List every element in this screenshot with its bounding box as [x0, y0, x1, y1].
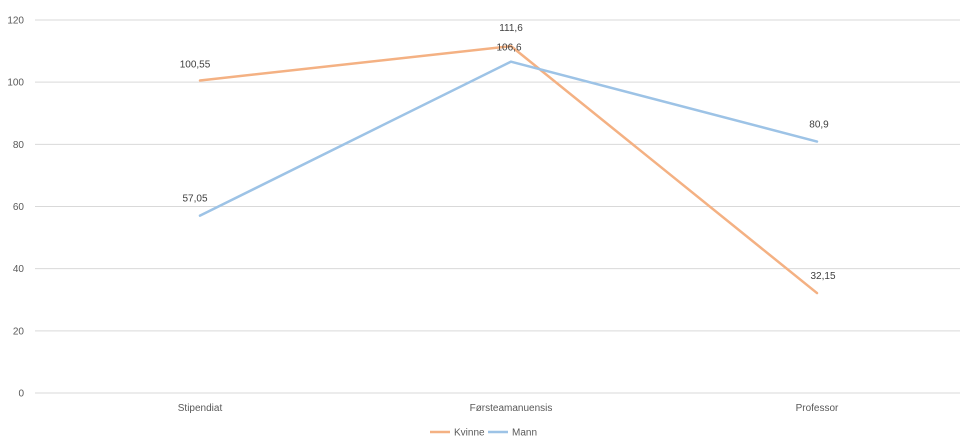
y-tick-label: 80 — [13, 140, 25, 151]
y-tick-label: 40 — [13, 264, 25, 275]
series-line-mann — [198, 60, 819, 217]
y-tick-label: 60 — [13, 202, 25, 213]
series-line-kvinne — [198, 44, 819, 295]
data-label-mann: 80,9 — [809, 120, 829, 131]
data-label-mann: 57,05 — [182, 194, 207, 205]
y-tick-label: 20 — [13, 326, 25, 337]
x-tick-label: Stipendiat — [178, 403, 223, 414]
x-axis-ticks: Stipendiat Førsteamanuensis Professor — [178, 403, 839, 414]
y-tick-label: 0 — [18, 389, 24, 400]
data-label-kvinne: 111,6 — [499, 23, 523, 34]
x-tick-label: Professor — [796, 403, 839, 414]
series-lines — [198, 44, 819, 295]
legend: Kvinne Mann — [430, 428, 537, 439]
legend-label-kvinne: Kvinne — [454, 428, 485, 439]
data-label-kvinne: 100,55 — [180, 59, 211, 70]
data-label-mann: 106,6 — [496, 43, 521, 54]
data-labels: 100,55 111,6 32,15 57,05 106,6 80,9 — [180, 23, 836, 282]
gridlines — [35, 19, 960, 394]
legend-label-mann: Mann — [512, 428, 537, 439]
y-axis-ticks: 0 20 40 60 80 100 120 — [7, 16, 24, 400]
y-tick-label: 100 — [7, 78, 24, 89]
data-label-kvinne: 32,15 — [810, 271, 835, 282]
x-tick-label: Førsteamanuensis — [470, 403, 553, 414]
y-tick-label: 120 — [7, 16, 24, 27]
